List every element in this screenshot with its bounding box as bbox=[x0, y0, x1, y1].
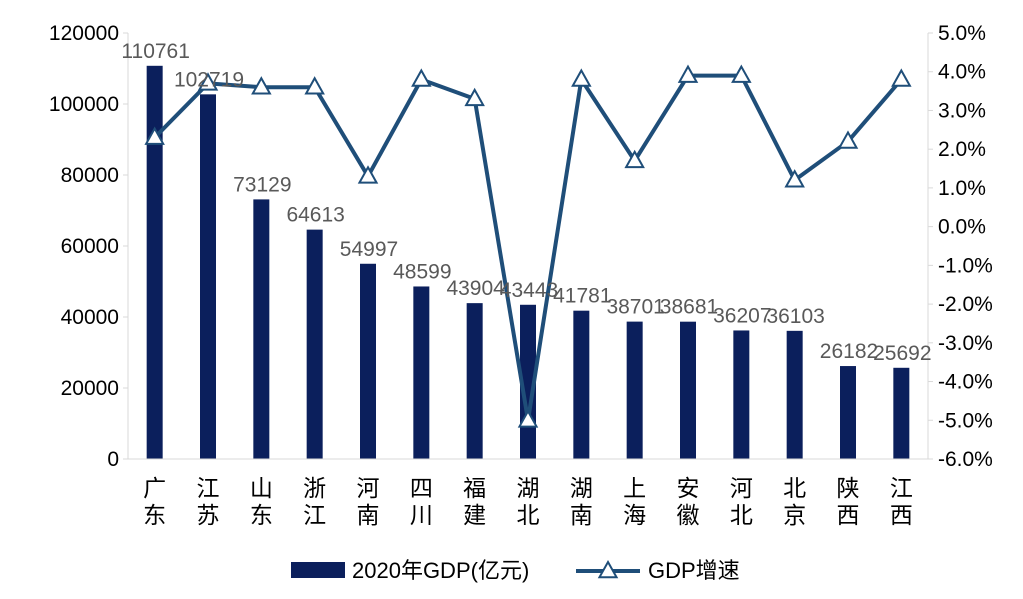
bar-data-label: 38701 bbox=[606, 296, 664, 319]
category-label: 安徽 bbox=[677, 476, 700, 529]
bar-data-label: 36103 bbox=[766, 305, 824, 328]
right-tick-label: 0.0% bbox=[938, 216, 986, 239]
left-tick-label: 0 bbox=[107, 448, 119, 471]
legend: 2020年GDP(亿元) GDP增速 bbox=[291, 558, 740, 583]
bar-series bbox=[146, 65, 910, 460]
category-label: 上海 bbox=[623, 476, 646, 529]
bar bbox=[840, 366, 856, 459]
category-label: 江西 bbox=[890, 476, 913, 529]
category-label: 河北 bbox=[730, 476, 753, 529]
category-label: 四川 bbox=[410, 476, 433, 529]
bar-data-label: 41781 bbox=[553, 285, 611, 308]
left-tick-label: 100000 bbox=[49, 93, 119, 116]
bar-data-label: 43443 bbox=[500, 279, 558, 302]
bar-data-label: 25692 bbox=[873, 342, 931, 365]
left-tick-label: 20000 bbox=[61, 377, 119, 400]
bar bbox=[893, 367, 910, 459]
line-point-marker bbox=[624, 149, 645, 169]
right-tick-label: 3.0% bbox=[938, 99, 986, 122]
left-axis: 0 20000 40000 60000 80000 100000 120000 bbox=[49, 22, 129, 471]
right-tick-label: -4.0% bbox=[938, 371, 993, 394]
right-tick-label: 4.0% bbox=[938, 61, 986, 84]
bar bbox=[200, 94, 216, 460]
bar bbox=[626, 321, 643, 459]
line-point-marker bbox=[357, 165, 379, 184]
bar bbox=[680, 321, 696, 459]
bar bbox=[306, 229, 323, 459]
bar bbox=[733, 330, 750, 459]
bar bbox=[466, 303, 483, 459]
bar bbox=[360, 263, 376, 459]
bar-data-label: 110761 bbox=[121, 40, 190, 63]
category-label: 广东 bbox=[143, 476, 166, 529]
right-tick-label: -6.0% bbox=[938, 448, 993, 471]
line-point-marker bbox=[197, 72, 219, 91]
category-label: 湖南 bbox=[570, 476, 593, 529]
category-label: 浙江 bbox=[303, 476, 326, 529]
right-tick-label: -3.0% bbox=[938, 332, 993, 355]
bar-data-label: 48599 bbox=[393, 260, 451, 283]
bar-data-label: 26182 bbox=[820, 340, 878, 363]
line-point-marker bbox=[517, 409, 539, 428]
left-tick-label: 40000 bbox=[61, 306, 119, 329]
bar-data-labels: 110761 102719 73129 64613 549974859943904434… bbox=[121, 40, 931, 365]
line-point-marker bbox=[411, 68, 432, 87]
bar bbox=[413, 286, 430, 459]
right-tick-label: 1.0% bbox=[938, 177, 986, 200]
legend-bar-label: 2020年GDP(亿元) bbox=[352, 558, 529, 583]
right-tick-label: -1.0% bbox=[938, 254, 993, 277]
category-label: 北京 bbox=[783, 476, 806, 529]
left-tick-label: 80000 bbox=[61, 164, 119, 187]
bar bbox=[573, 310, 590, 459]
left-tick-label: 60000 bbox=[61, 235, 119, 258]
category-label: 陕西 bbox=[837, 476, 860, 529]
line-point-marker bbox=[251, 76, 272, 95]
bar-data-label: 36207 bbox=[713, 304, 771, 327]
line-point-marker bbox=[837, 130, 859, 149]
right-tick-label: 2.0% bbox=[938, 138, 986, 161]
left-tick-label: 120000 bbox=[49, 22, 119, 45]
legend-triangle-marker bbox=[597, 559, 619, 579]
right-tick-label: 5.0% bbox=[938, 22, 986, 45]
category-label: 山东 bbox=[250, 476, 273, 529]
right-axis: -6.0% -5.0% -4.0% -3.0% -2.0% -1.0% 0.0% 1.0% 2.… bbox=[927, 22, 993, 471]
right-tick-label: -2.0% bbox=[938, 293, 993, 316]
bar bbox=[146, 65, 163, 459]
bar-data-label: 43904 bbox=[446, 277, 505, 300]
bar-data-label: 38681 bbox=[660, 296, 718, 319]
line-point-marker bbox=[144, 126, 165, 145]
bar-data-label: 54997 bbox=[340, 238, 398, 261]
bar-data-label: 73129 bbox=[233, 173, 291, 196]
bar-data-label: 102719 bbox=[174, 68, 244, 91]
line-point-marker bbox=[464, 87, 485, 107]
line-series bbox=[144, 64, 912, 428]
category-label: 福建 bbox=[463, 476, 486, 529]
line-point-marker bbox=[304, 76, 325, 95]
line-point-marker bbox=[784, 169, 805, 188]
line-point-marker bbox=[571, 68, 592, 87]
line-point-marker bbox=[677, 64, 699, 83]
line-point-marker bbox=[891, 68, 912, 87]
line-point-marker bbox=[731, 64, 752, 83]
category-label: 河南 bbox=[357, 476, 380, 529]
legend-line-label: GDP增速 bbox=[648, 558, 740, 583]
category-label: 江苏 bbox=[197, 476, 220, 529]
right-tick-label: -5.0% bbox=[938, 409, 993, 432]
legend-bar-swatch bbox=[291, 562, 345, 578]
bar-data-label: 64613 bbox=[286, 204, 344, 227]
category-label: 湖北 bbox=[517, 476, 540, 529]
bar bbox=[253, 199, 270, 460]
bar bbox=[786, 330, 803, 459]
